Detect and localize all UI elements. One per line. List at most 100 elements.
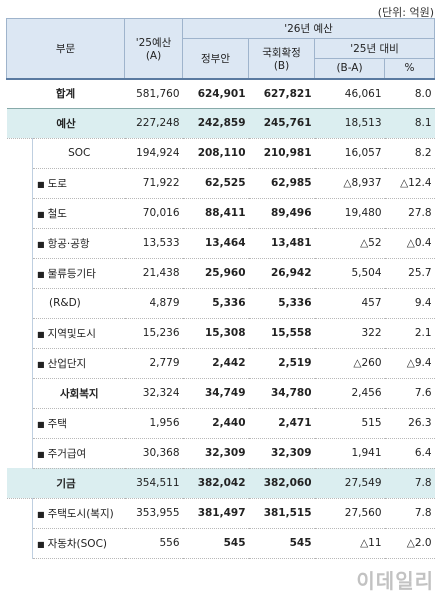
cell-b: 13,481 — [248, 228, 315, 259]
table-row: ■ 주택 1,956 2,440 2,471 515 26.3 — [6, 408, 435, 439]
table-row: 합계 581,760 624,901 627,821 46,061 8.0 — [6, 78, 435, 109]
row-label: ■ 물류등기타 — [31, 258, 125, 289]
table-row: ■ 주택도시(복지) 353,955 381,497 381,515 27,560… — [6, 498, 435, 529]
row-label: ■ 주택 — [31, 408, 125, 439]
bullet-icon: ■ — [37, 539, 45, 549]
cell-gov: 2,440 — [182, 408, 249, 439]
cell-a: 71,922 — [124, 168, 183, 199]
indent-cell — [6, 318, 33, 348]
table-row: ■ 항공·공항 13,533 13,464 13,481 △52 △0.4 — [6, 228, 435, 259]
table-row: 사회복지 32,324 34,749 34,780 2,456 7.6 — [6, 378, 435, 409]
row-label: ■ 도로 — [31, 168, 125, 199]
row-label: (R&D) — [31, 288, 125, 319]
cell-a: 194,924 — [124, 138, 183, 169]
bullet-icon: ■ — [37, 359, 45, 369]
cell-pct: △2.0 — [384, 528, 435, 559]
cell-pct: 7.8 — [384, 498, 435, 529]
unit-note: (단위: 억원) — [377, 6, 434, 19]
bullet-icon: ■ — [37, 419, 45, 429]
cell-a: 2,779 — [124, 348, 183, 379]
row-label: 예산 — [6, 108, 125, 139]
cell-gov: 624,901 — [182, 78, 249, 109]
indent-cell — [6, 408, 33, 438]
indent-cell — [6, 498, 33, 528]
cell-a: 30,368 — [124, 438, 183, 469]
indent-cell — [6, 438, 33, 468]
cell-b: 545 — [248, 528, 315, 559]
indent-cell — [6, 228, 33, 258]
cell-a: 556 — [124, 528, 183, 559]
cell-gov: 15,308 — [182, 318, 249, 349]
cell-b: 5,336 — [248, 288, 315, 319]
table-row: 기금 354,511 382,042 382,060 27,549 7.8 — [6, 468, 435, 499]
table-row: ■ 주거급여 30,368 32,309 32,309 1,941 6.4 — [6, 438, 435, 469]
cell-b: 62,985 — [248, 168, 315, 199]
table-row: ■ 지역및도시 15,236 15,308 15,558 322 2.1 — [6, 318, 435, 349]
row-label: ■ 산업단지 — [31, 348, 125, 379]
row-label: ■ 자동차(SOC) — [31, 528, 125, 559]
cell-pct: 7.8 — [384, 468, 435, 499]
cell-gov: 5,336 — [182, 288, 249, 319]
header-25-budget-sub: (A) — [145, 49, 162, 62]
bullet-icon: ■ — [37, 179, 45, 189]
cell-gov: 381,497 — [182, 498, 249, 529]
table-row: ■ 자동차(SOC) 556 545 545 △11 △2.0 — [6, 528, 435, 559]
row-label: 사회복지 — [31, 378, 125, 409]
indent-cell — [6, 258, 33, 288]
header-gov: 정부안 — [182, 38, 250, 79]
cell-diff: △8,937 — [314, 168, 385, 199]
cell-b: 627,821 — [248, 78, 315, 109]
cell-pct: 8.2 — [384, 138, 435, 169]
table-row: ■ 물류등기타 21,438 25,960 26,942 5,504 25.7 — [6, 258, 435, 289]
cell-diff: 27,549 — [314, 468, 385, 499]
row-label: ■ 항공·공항 — [31, 228, 125, 259]
cell-pct: △12.4 — [384, 168, 435, 199]
bullet-icon: ■ — [37, 239, 45, 249]
table-row: ■ 산업단지 2,779 2,442 2,519 △260 △9.4 — [6, 348, 435, 379]
row-label: 합계 — [6, 78, 125, 109]
bullet-icon: ■ — [37, 509, 45, 519]
cell-pct: 26.3 — [384, 408, 435, 439]
header-division: 부문 — [5, 18, 126, 79]
cell-b: 32,309 — [248, 438, 315, 469]
cell-b: 2,471 — [248, 408, 315, 439]
watermark-logo: 이데일리 — [356, 569, 434, 593]
table-row: ■ 철도 70,016 88,411 89,496 19,480 27.8 — [6, 198, 435, 229]
row-label: SOC — [31, 138, 125, 169]
header-vs25: '25년 대비 — [314, 38, 436, 59]
cell-a: 15,236 — [124, 318, 183, 349]
table-row: 예산 227,248 242,859 245,761 18,513 8.1 — [6, 108, 435, 139]
cell-a: 353,955 — [124, 498, 183, 529]
cell-a: 13,533 — [124, 228, 183, 259]
cell-pct: 2.1 — [384, 318, 435, 349]
indent-cell — [6, 198, 33, 228]
cell-b: 245,761 — [248, 108, 315, 139]
header-final: 국회확정 (B) — [248, 38, 316, 79]
cell-pct: △9.4 — [384, 348, 435, 379]
cell-a: 354,511 — [124, 468, 183, 499]
cell-gov: 13,464 — [182, 228, 249, 259]
row-label: ■ 주택도시(복지) — [31, 498, 125, 529]
cell-pct: △0.4 — [384, 228, 435, 259]
indent-cell — [6, 378, 33, 408]
row-label: 기금 — [6, 468, 125, 499]
cell-diff: △260 — [314, 348, 385, 379]
cell-b: 34,780 — [248, 378, 315, 409]
cell-a: 227,248 — [124, 108, 183, 139]
header-25-budget: '25예산 (A) — [124, 18, 184, 79]
cell-b: 15,558 — [248, 318, 315, 349]
cell-gov: 32,309 — [182, 438, 249, 469]
cell-a: 4,879 — [124, 288, 183, 319]
cell-gov: 208,110 — [182, 138, 249, 169]
cell-b: 381,515 — [248, 498, 315, 529]
budget-table: 부문 '25예산 (A) '26년 예산 정부안 국회확정 (B) '25년 대… — [5, 18, 436, 559]
bullet-icon: ■ — [37, 269, 45, 279]
indent-cell — [6, 288, 33, 318]
cell-pct: 8.1 — [384, 108, 435, 139]
table-row: ■ 도로 71,922 62,525 62,985 △8,937 △12.4 — [6, 168, 435, 199]
cell-diff: 16,057 — [314, 138, 385, 169]
bullet-icon: ■ — [37, 209, 45, 219]
bullet-icon: ■ — [37, 449, 45, 459]
cell-a: 1,956 — [124, 408, 183, 439]
cell-diff: 1,941 — [314, 438, 385, 469]
